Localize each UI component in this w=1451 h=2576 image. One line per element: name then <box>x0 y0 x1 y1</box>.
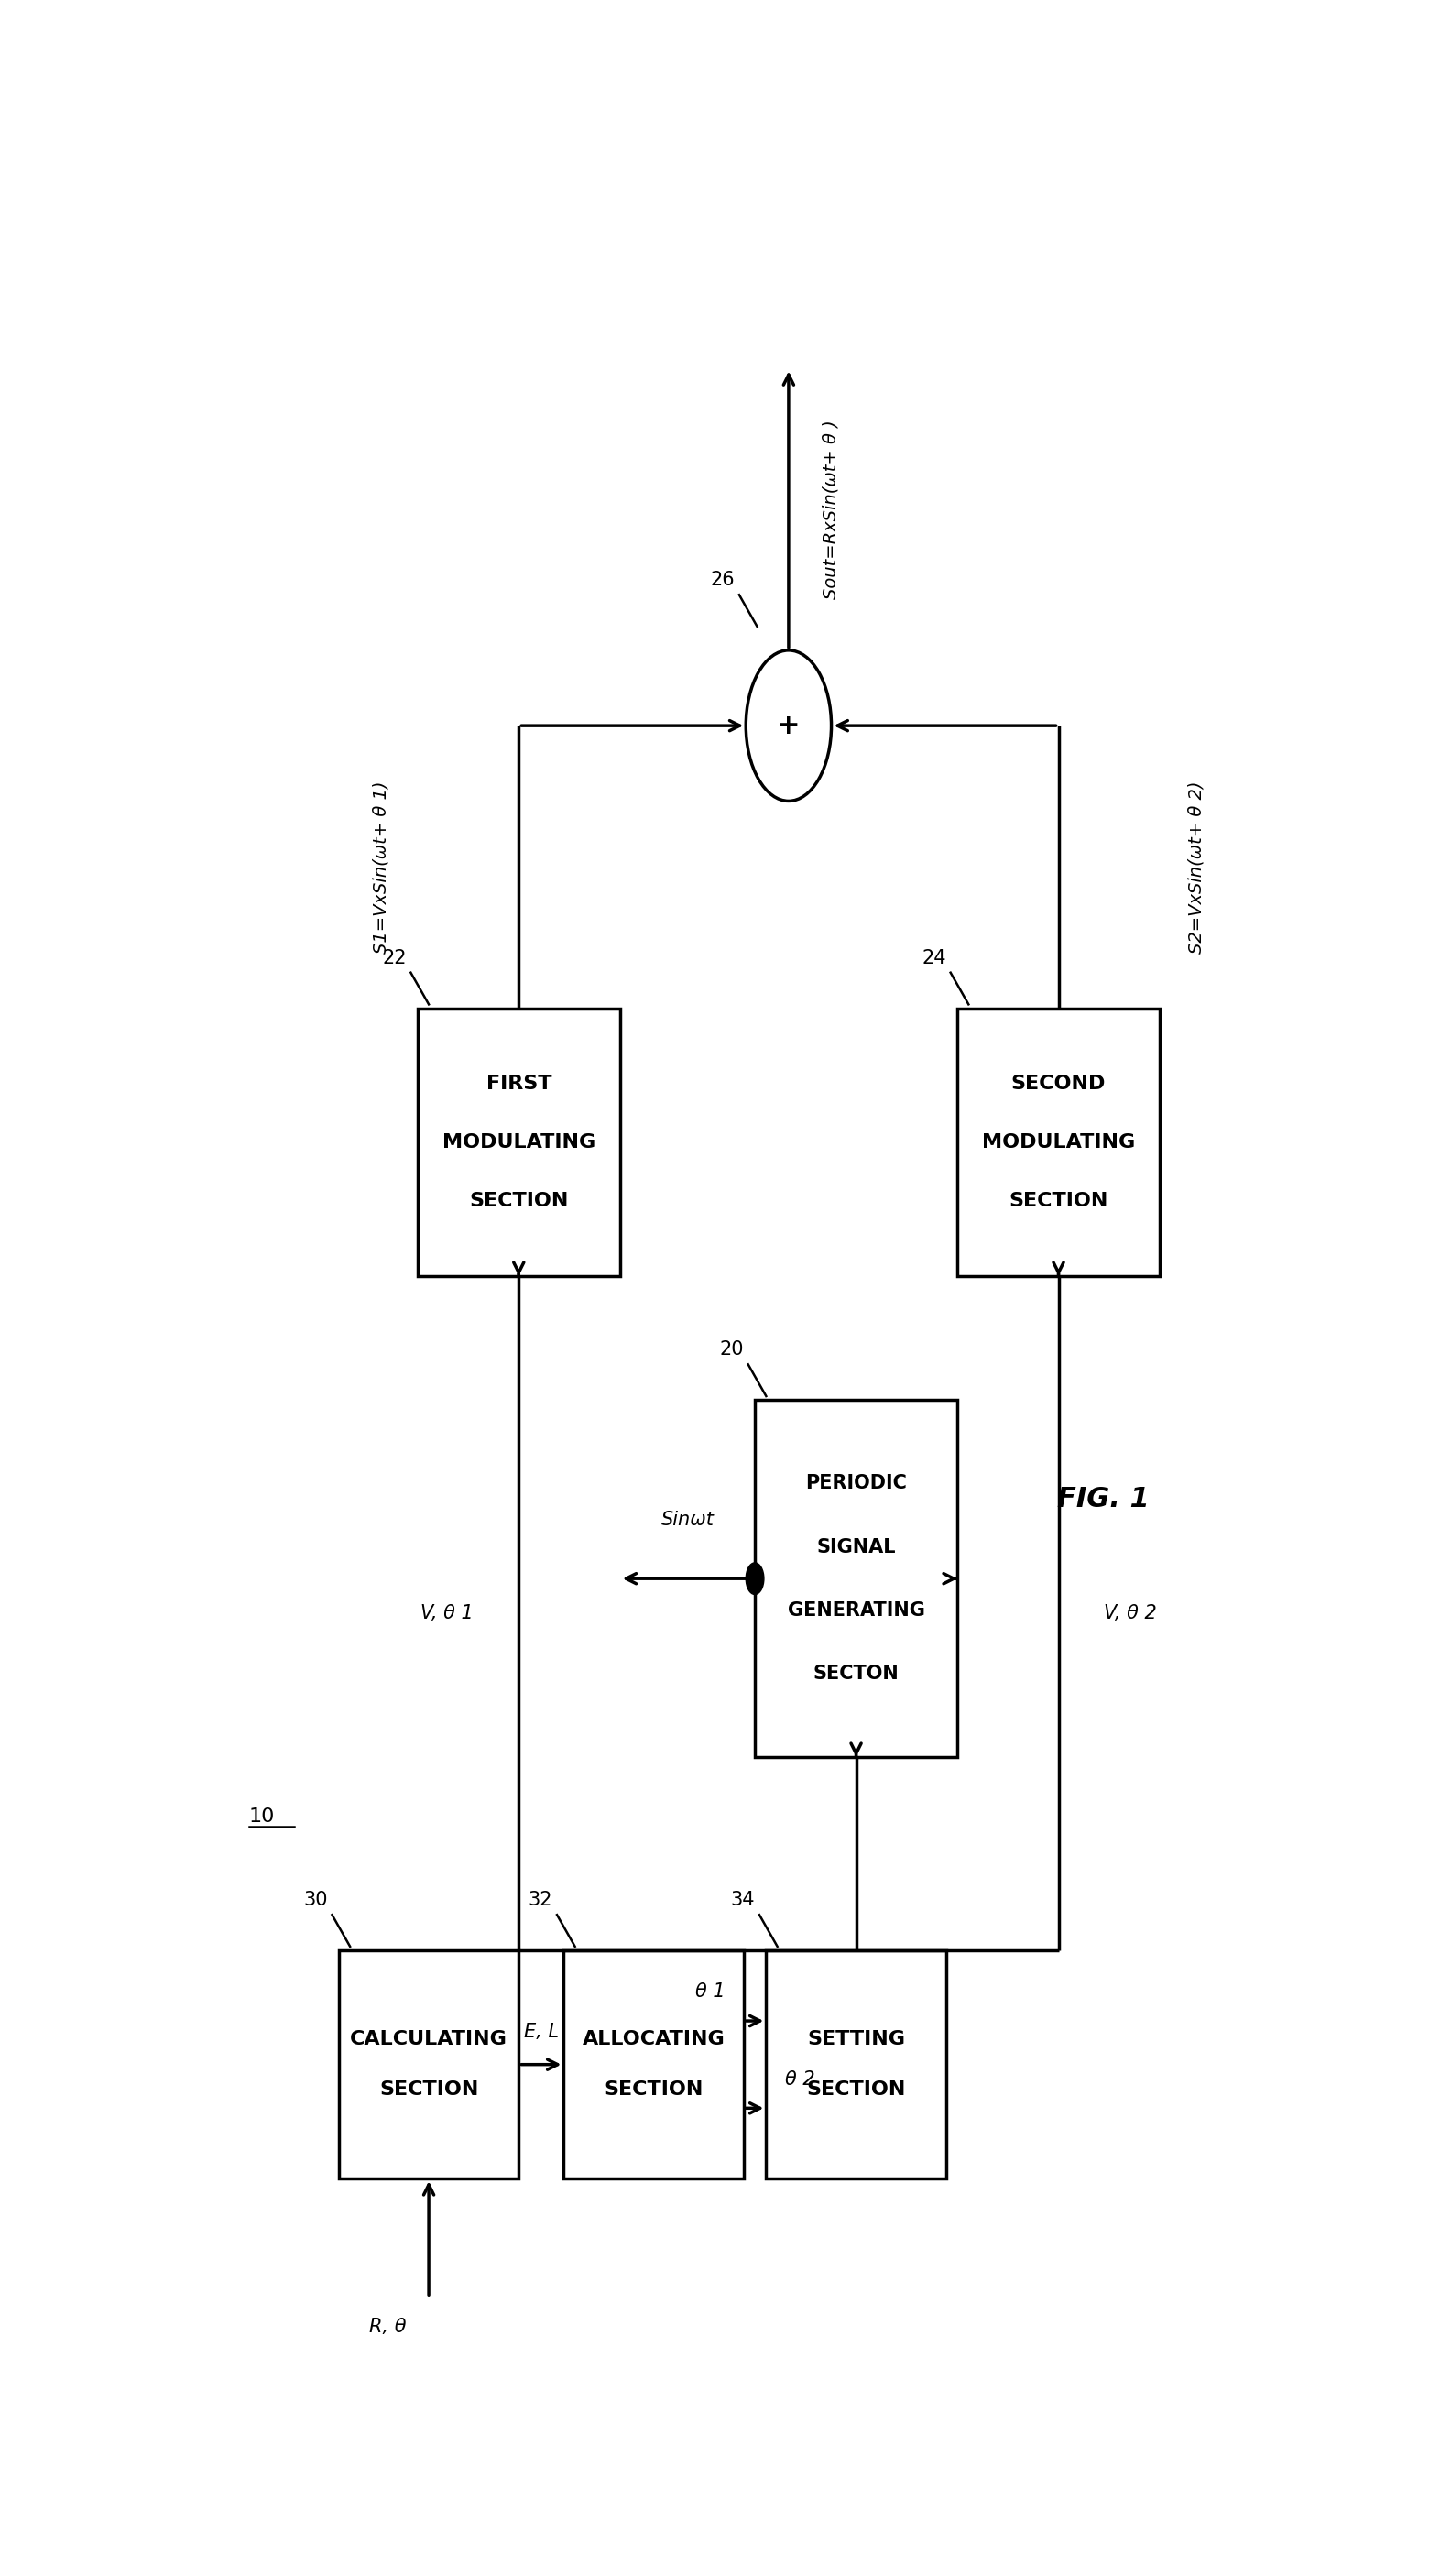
Circle shape <box>746 1564 763 1595</box>
FancyBboxPatch shape <box>418 1007 620 1275</box>
FancyBboxPatch shape <box>755 1401 958 1757</box>
FancyBboxPatch shape <box>766 1950 946 2179</box>
Text: 34: 34 <box>731 1891 755 1909</box>
Text: R, θ: R, θ <box>369 2318 406 2336</box>
Text: 20: 20 <box>720 1340 744 1360</box>
FancyBboxPatch shape <box>340 1950 519 2179</box>
Text: PERIODIC: PERIODIC <box>805 1473 907 1492</box>
Text: GENERATING: GENERATING <box>788 1602 924 1620</box>
Text: ALLOCATING: ALLOCATING <box>582 2030 726 2048</box>
Text: 10: 10 <box>250 1808 274 1826</box>
FancyBboxPatch shape <box>564 1950 744 2179</box>
Text: Sinωt: Sinωt <box>660 1510 714 1530</box>
Text: 26: 26 <box>710 572 734 590</box>
Text: MODULATING: MODULATING <box>443 1133 595 1151</box>
Text: +: + <box>776 714 801 739</box>
Text: MODULATING: MODULATING <box>982 1133 1135 1151</box>
Text: S2=VxSin(ωt+ θ 2): S2=VxSin(ωt+ θ 2) <box>1188 781 1206 953</box>
Text: FIRST: FIRST <box>486 1074 551 1092</box>
Text: 32: 32 <box>528 1891 553 1909</box>
Text: Sout=RxSin(ωt+ θ ): Sout=RxSin(ωt+ θ ) <box>823 420 840 600</box>
Text: S1=VxSin(ωt+ θ 1): S1=VxSin(ωt+ θ 1) <box>371 781 389 953</box>
Text: 30: 30 <box>303 1891 328 1909</box>
Text: SECTION: SECTION <box>469 1193 569 1211</box>
Text: SETTING: SETTING <box>807 2030 905 2048</box>
Text: SECTION: SECTION <box>379 2081 479 2099</box>
Text: SECTION: SECTION <box>807 2081 905 2099</box>
Text: 22: 22 <box>382 948 406 966</box>
Text: E, L: E, L <box>524 2022 559 2040</box>
Circle shape <box>746 649 831 801</box>
Text: FIG. 1: FIG. 1 <box>1058 1486 1149 1512</box>
Text: SIGNAL: SIGNAL <box>817 1538 895 1556</box>
Text: SECTON: SECTON <box>813 1664 900 1682</box>
Text: SECTION: SECTION <box>604 2081 704 2099</box>
Text: V, θ 1: V, θ 1 <box>421 1605 474 1623</box>
Text: 24: 24 <box>921 948 946 966</box>
FancyBboxPatch shape <box>958 1007 1159 1275</box>
Text: SECOND: SECOND <box>1011 1074 1106 1092</box>
Text: CALCULATING: CALCULATING <box>350 2030 508 2048</box>
Text: θ 2: θ 2 <box>785 2071 815 2089</box>
Text: θ 1: θ 1 <box>695 1984 726 2002</box>
Text: SECTION: SECTION <box>1008 1193 1109 1211</box>
Text: V, θ 2: V, θ 2 <box>1104 1605 1156 1623</box>
